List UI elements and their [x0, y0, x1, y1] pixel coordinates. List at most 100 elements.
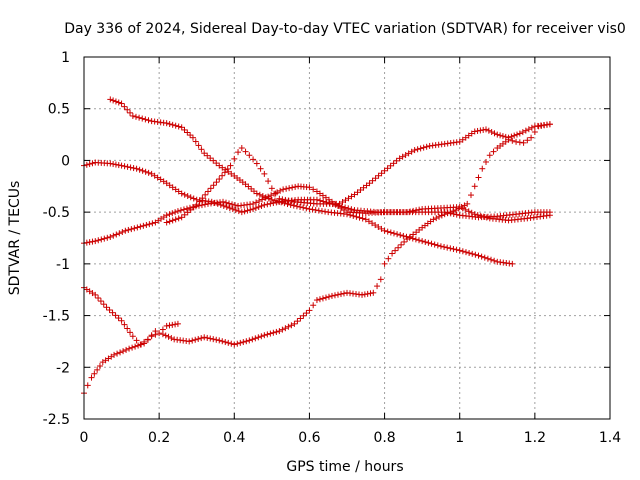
- data-point: [127, 164, 134, 171]
- x-tick-label: 1: [455, 430, 464, 446]
- data-point: [395, 244, 402, 251]
- data-point: [235, 149, 242, 156]
- data-point: [146, 221, 153, 228]
- data-point: [229, 206, 236, 213]
- data-point: [345, 205, 352, 212]
- data-point: [115, 99, 122, 106]
- data-point: [192, 138, 199, 145]
- data-point: [264, 201, 271, 208]
- data-point: [468, 130, 475, 137]
- data-point: [416, 226, 423, 233]
- data-point: [292, 183, 299, 190]
- data-point: [219, 172, 226, 179]
- data-point: [264, 331, 271, 338]
- data-point: [139, 167, 146, 174]
- data-point: [232, 207, 239, 214]
- data-point: [159, 331, 166, 338]
- data-point: [169, 210, 176, 217]
- data-point: [425, 239, 432, 246]
- data-point: [204, 152, 211, 159]
- data-point: [160, 178, 167, 185]
- data-point: [381, 227, 388, 234]
- data-point: [444, 244, 451, 251]
- data-point: [316, 296, 323, 303]
- data-point: [390, 230, 397, 237]
- data-point: [459, 248, 466, 255]
- data-point: [528, 134, 535, 141]
- data-point: [479, 165, 486, 172]
- data-point: [478, 253, 485, 260]
- data-point: [184, 193, 191, 200]
- data-point: [106, 306, 113, 313]
- data-point: [462, 134, 469, 141]
- data-point: [268, 185, 275, 192]
- data-point: [255, 334, 262, 341]
- data-point: [270, 329, 277, 336]
- data-point: [172, 186, 179, 193]
- x-tick-label: 0.2: [148, 430, 170, 446]
- data-point: [502, 133, 509, 140]
- data-point: [411, 147, 418, 154]
- data-point: [213, 179, 220, 186]
- data-point: [524, 137, 531, 144]
- data-point: [420, 144, 427, 151]
- data-point: [163, 212, 170, 219]
- data-point: [322, 294, 329, 301]
- data-point: [83, 161, 90, 168]
- data-point: [172, 321, 179, 328]
- data-point: [354, 189, 361, 196]
- data-point: [253, 190, 260, 197]
- data-point: [297, 315, 304, 322]
- data-point: [129, 333, 136, 340]
- data-point: [471, 128, 478, 135]
- data-point: [172, 122, 179, 129]
- data-point: [499, 133, 506, 140]
- data-point: [405, 150, 412, 157]
- data-point: [261, 201, 268, 208]
- data-point: [145, 117, 152, 124]
- y-tick-label: 0.5: [48, 102, 70, 118]
- data-point: [112, 98, 119, 105]
- data-point: [485, 127, 492, 134]
- data-point: [175, 188, 182, 195]
- data-point: [339, 199, 346, 206]
- data-point: [96, 362, 103, 369]
- data-point: [175, 215, 182, 222]
- x-tick-label: 1.4: [599, 430, 621, 446]
- data-point: [282, 196, 289, 203]
- data-point: [436, 213, 443, 220]
- data-point: [291, 320, 298, 327]
- data-point: [511, 132, 518, 139]
- data-point: [187, 132, 194, 139]
- data-point: [232, 202, 239, 209]
- data-point: [488, 256, 495, 263]
- data-point: [193, 201, 200, 208]
- data-point: [437, 243, 444, 250]
- data-point: [132, 343, 139, 350]
- data-point: [256, 191, 263, 198]
- data-point: [483, 214, 490, 221]
- data-point: [250, 206, 257, 213]
- data-point: [361, 291, 368, 298]
- data-point: [151, 172, 158, 179]
- data-point: [365, 218, 372, 225]
- data-point: [272, 190, 279, 197]
- data-point: [285, 323, 292, 330]
- data-point: [387, 162, 394, 169]
- data-point: [207, 185, 214, 192]
- data-point: [474, 212, 481, 219]
- data-point: [124, 163, 131, 170]
- data-point: [279, 196, 286, 203]
- data-point: [220, 198, 227, 205]
- data-point: [207, 335, 214, 342]
- data-point: [261, 332, 268, 339]
- data-point: [119, 229, 126, 236]
- data-point: [351, 191, 358, 198]
- data-point: [143, 221, 150, 228]
- data-point: [174, 320, 181, 327]
- data-point: [509, 137, 516, 144]
- data-point: [172, 209, 179, 216]
- data-point: [450, 246, 457, 253]
- data-point: [258, 333, 265, 340]
- data-point: [227, 162, 234, 169]
